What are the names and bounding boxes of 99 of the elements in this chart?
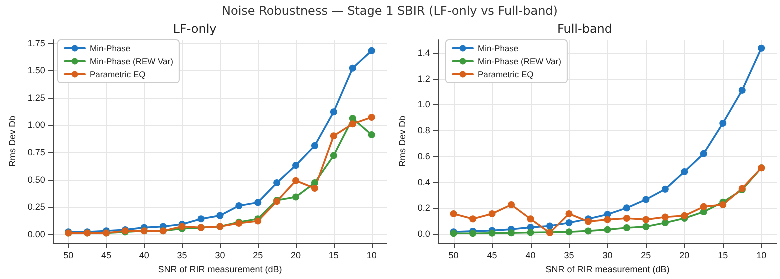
point [623, 204, 630, 212]
point [216, 212, 224, 220]
point [566, 228, 573, 236]
legend-label: Parametric EQ [90, 70, 146, 80]
y-tick-label: 0.0 [418, 229, 430, 240]
point [311, 185, 318, 192]
x-tick-label: 10 [366, 250, 377, 261]
x-tick-label: 10 [756, 250, 767, 261]
point [330, 108, 338, 116]
point [584, 228, 592, 235]
x-tick-label: 30 [602, 250, 613, 261]
y-tick-label: 0.25 [28, 202, 46, 212]
y-tick-label: 0.2 [418, 203, 430, 214]
point [488, 210, 496, 218]
x-tick-label: 45 [487, 250, 498, 261]
point [368, 47, 376, 54]
y-tick-label: 1.00 [28, 120, 46, 130]
legend-label: Parametric EQ [478, 70, 534, 80]
y-tick-label: 0.00 [28, 229, 46, 240]
point [642, 223, 650, 230]
point [642, 196, 650, 204]
point [349, 120, 356, 128]
point [450, 210, 458, 218]
x-tick-label: 25 [253, 250, 264, 261]
point [368, 132, 376, 138]
legend-label: Min-Phase (REW Var) [90, 56, 174, 66]
chart-title: Full-band [557, 22, 613, 36]
text: Noise Robustness — Stage 1 SBIR (LF-only vs Full-band) [221, 4, 559, 18]
point [292, 194, 300, 201]
point [700, 150, 708, 158]
x-axis-title: SNR of RIR measurement (dB) [158, 264, 282, 274]
point [508, 230, 516, 237]
x-tick-label: 35 [564, 250, 574, 261]
point [758, 44, 766, 52]
point [700, 203, 708, 210]
x-tick-label: 50 [448, 250, 459, 261]
point [662, 220, 669, 227]
point [662, 214, 669, 221]
x-tick-label: 35 [177, 250, 188, 261]
point [470, 230, 477, 238]
point [584, 218, 592, 226]
point [527, 216, 534, 223]
x-tick-label: 25 [641, 250, 652, 261]
point [508, 201, 516, 208]
point [330, 132, 338, 140]
point [681, 168, 688, 176]
point [642, 216, 650, 224]
y-tick-label: 1.75 [28, 38, 46, 48]
point [254, 199, 262, 206]
point [488, 230, 496, 237]
x-tick-label: 50 [64, 250, 74, 261]
point [720, 201, 727, 208]
point [604, 226, 612, 234]
point [368, 114, 376, 122]
y-axis-title: Rms Dev Db [8, 116, 18, 168]
x-tick-label: 20 [680, 250, 690, 261]
chart-title: LF-only [173, 22, 217, 36]
x-tick-label: 30 [215, 250, 226, 261]
point [566, 210, 573, 218]
x-tick-label: 15 [718, 250, 728, 261]
legend-label: Min-Phase [478, 44, 519, 54]
point [623, 224, 630, 232]
x-tick-label: 40 [526, 250, 536, 261]
point [738, 86, 746, 94]
point [274, 180, 281, 187]
point [662, 186, 669, 193]
x-tick-label: 40 [139, 250, 150, 261]
point [198, 216, 205, 223]
legend-label: Min-Phase (REW Var) [478, 56, 562, 66]
y-tick-label: 1.25 [28, 92, 46, 103]
y-tick-label: 1.50 [28, 66, 46, 76]
y-tick-label: 0.8 [418, 126, 430, 136]
y-tick-label: 0.4 [418, 177, 430, 188]
point [292, 162, 300, 170]
point [292, 177, 300, 184]
point [720, 120, 727, 127]
x-tick-label: 45 [101, 250, 112, 261]
point [236, 202, 243, 210]
point [311, 142, 318, 150]
point [623, 215, 630, 222]
legend-label: Min-Phase [90, 44, 131, 54]
point [604, 216, 612, 224]
y-tick-label: 0.50 [28, 174, 46, 185]
y-tick-label: 0.6 [418, 151, 430, 162]
point [330, 152, 338, 160]
x-tick-label: 20 [291, 250, 302, 261]
point [349, 64, 356, 72]
y-tick-label: 1.2 [418, 74, 430, 84]
point [470, 216, 477, 223]
point [546, 222, 554, 230]
y-tick-label: 1.4 [418, 48, 430, 58]
point [566, 220, 573, 227]
point [527, 229, 534, 236]
y-tick-label: 1.0 [418, 100, 430, 110]
y-tick-label: 0.75 [28, 147, 46, 158]
y-axis-title: Rms Dev Db [398, 116, 408, 168]
x-axis-title: SNR of RIR measurement (dB) [546, 264, 670, 274]
point [681, 212, 688, 220]
x-tick-label: 15 [328, 250, 339, 261]
